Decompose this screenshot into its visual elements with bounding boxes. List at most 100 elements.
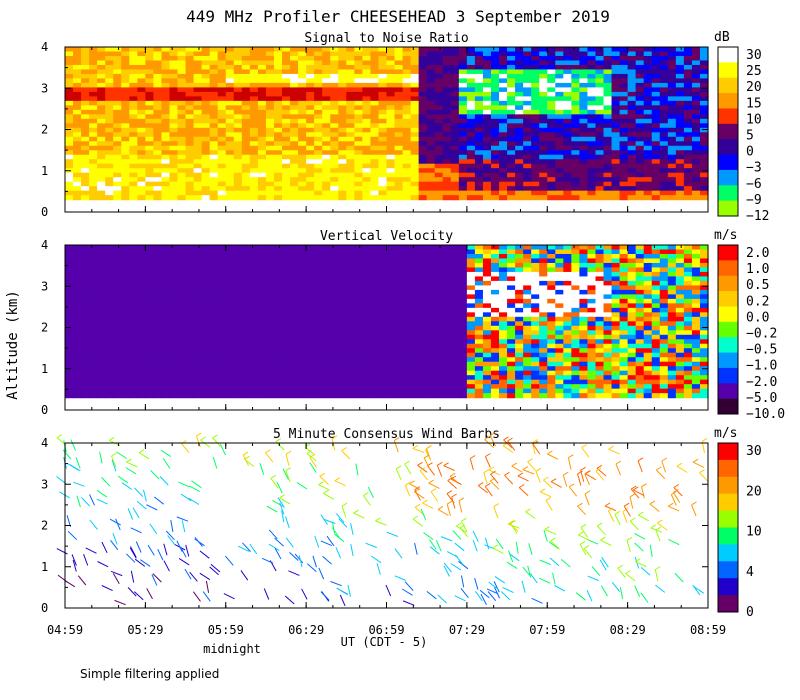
heatmap-cell [290, 159, 299, 165]
heatmap-cell [410, 343, 420, 349]
heatmap-cell [587, 172, 597, 178]
heatmap-cell [249, 150, 259, 156]
heatmap-cell [362, 321, 372, 327]
heatmap-cell [667, 82, 677, 88]
heatmap-cell [249, 325, 259, 331]
heatmap-cell [434, 262, 444, 269]
heatmap-cell [330, 159, 339, 165]
heatmap-cell [354, 177, 363, 183]
heatmap-cell [418, 267, 428, 273]
heatmap-cell [81, 276, 90, 282]
heatmap-cell [225, 163, 235, 169]
heatmap-cell [386, 384, 396, 390]
heatmap-cell [257, 321, 267, 327]
heatmap-cell [330, 321, 339, 327]
heatmap-cell [338, 141, 347, 147]
heatmap-cell [322, 136, 331, 142]
heatmap-cell [105, 276, 114, 282]
heatmap-cell [225, 249, 235, 255]
heatmap-cell [386, 47, 396, 53]
heatmap-cell [193, 123, 203, 129]
heatmap-cell [386, 339, 396, 345]
heatmap-cell [185, 276, 195, 282]
heatmap-cell [571, 294, 580, 300]
heatmap-cell [137, 289, 146, 295]
heatmap-cell [482, 307, 492, 313]
heatmap-cell [563, 190, 572, 196]
heatmap-cell [257, 393, 267, 399]
heatmap-cell [474, 168, 484, 174]
heatmap-cell [161, 370, 171, 376]
heatmap-cell [225, 307, 235, 313]
heatmap-cell [499, 141, 508, 147]
heatmap-cell [579, 73, 589, 80]
heatmap-cell [201, 262, 211, 269]
heatmap-cell [523, 271, 532, 278]
heatmap-cell [370, 64, 380, 71]
heatmap-cell [587, 181, 597, 187]
heatmap-cell [474, 303, 484, 309]
heatmap-cell [619, 168, 629, 174]
heatmap-cell [161, 109, 171, 115]
heatmap-cell [659, 163, 669, 169]
heatmap-cell [667, 136, 677, 142]
heatmap-cell [209, 186, 219, 192]
heatmap-cell [257, 388, 267, 394]
heatmap-cell [394, 245, 404, 251]
heatmap-cell [539, 55, 548, 62]
heatmap-cell [225, 132, 235, 138]
heatmap-cell [643, 51, 653, 57]
heatmap-cell [563, 276, 572, 282]
heatmap-cell [338, 271, 347, 278]
heatmap-cell [466, 118, 476, 124]
heatmap-cell [547, 163, 556, 169]
heatmap-cell [97, 267, 106, 273]
heatmap-cell [442, 154, 452, 160]
heatmap-cell [282, 51, 291, 57]
heatmap-cell [169, 172, 179, 178]
heatmap-cell [145, 190, 155, 196]
heatmap-cell [346, 267, 355, 273]
heatmap-cell [282, 312, 291, 318]
heatmap-cell [507, 343, 516, 349]
heatmap-cell [386, 298, 396, 304]
heatmap-cell [523, 114, 532, 120]
heatmap-cell [257, 253, 267, 260]
heatmap-cell [627, 136, 637, 142]
heatmap-cell [499, 145, 508, 151]
heatmap-cell [129, 262, 138, 269]
heatmap-cell [555, 348, 564, 354]
heatmap-cell [362, 109, 372, 115]
heatmap-cell [161, 141, 171, 147]
heatmap-cell [265, 330, 275, 336]
heatmap-cell [426, 91, 436, 97]
heatmap-cell [450, 96, 460, 102]
heatmap-cell [474, 267, 484, 273]
heatmap-cell [225, 186, 235, 192]
heatmap-cell [515, 245, 524, 251]
heatmap-cell [595, 96, 605, 102]
heatmap-cell [691, 47, 701, 53]
heatmap-cell [547, 118, 556, 124]
heatmap-cell [113, 334, 122, 340]
heatmap-cell [490, 100, 500, 106]
heatmap-cell [587, 78, 597, 84]
heatmap-cell [201, 253, 211, 260]
heatmap-cell [434, 172, 444, 178]
heatmap-cell [298, 370, 307, 376]
heatmap-cell [563, 51, 572, 57]
heatmap-cell [201, 379, 211, 385]
heatmap-cell [507, 195, 516, 201]
heatmap-cell [555, 87, 564, 93]
heatmap-cell [563, 289, 572, 295]
heatmap-cell [121, 294, 130, 300]
heatmap-cell [209, 280, 219, 286]
heatmap-cell [249, 352, 259, 358]
heatmap-cell [474, 334, 484, 340]
heatmap-cell [201, 357, 211, 363]
heatmap-cell [531, 321, 540, 327]
heatmap-cell [322, 384, 331, 390]
heatmap-cell [225, 51, 235, 57]
heatmap-cell [89, 245, 98, 251]
heatmap-cell [362, 168, 372, 174]
